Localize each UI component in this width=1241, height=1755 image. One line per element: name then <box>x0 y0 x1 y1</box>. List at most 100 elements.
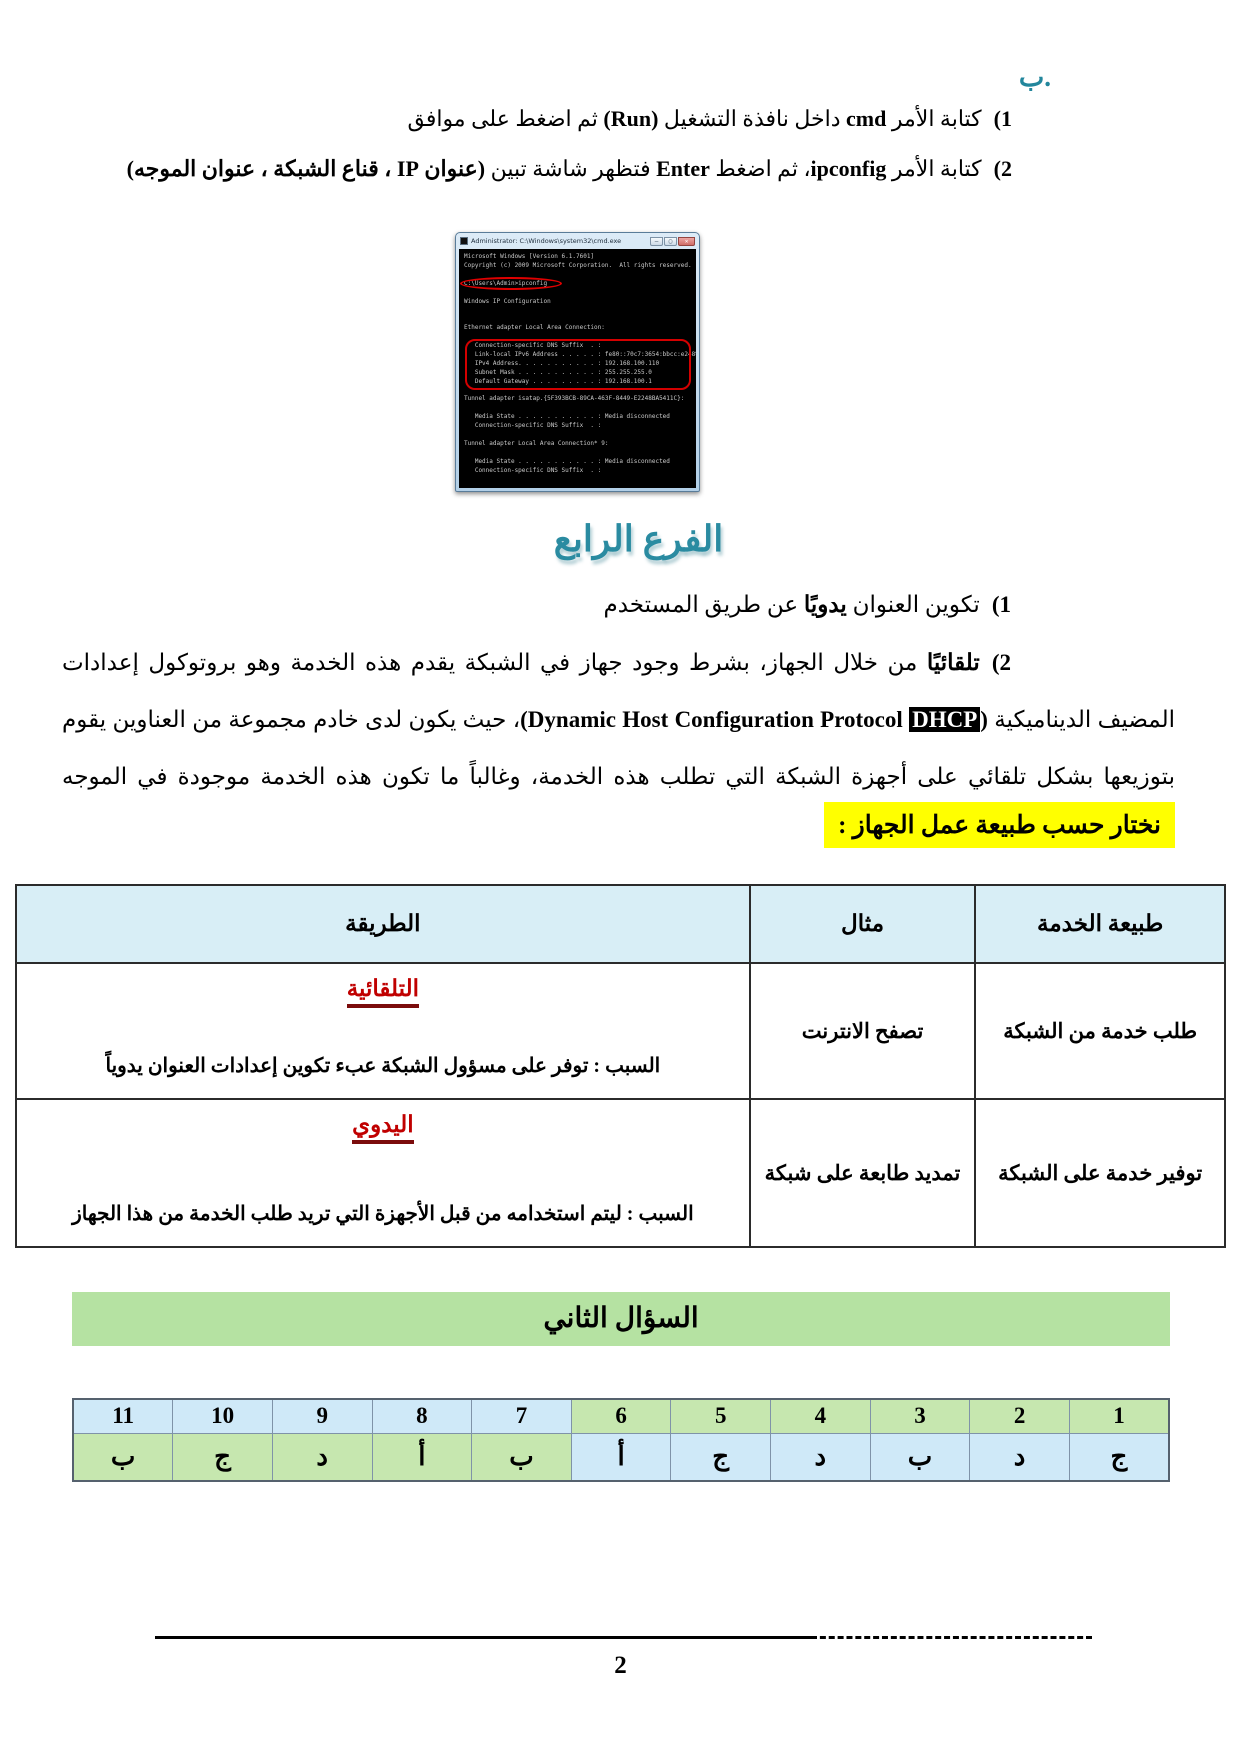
nature-cell: طلب خدمة من الشبكة <box>974 962 1226 1100</box>
item-text: ، حيث يكون لدى خادم مجموعة من العناوين ي… <box>62 707 1175 789</box>
cmd-line: Media State . . . . . . . . . . . : Medi… <box>464 457 670 465</box>
example-cell: تمديد طابعة على شبكة <box>748 1098 977 1248</box>
cmd-line: Microsoft Windows [Version 6.1.7601] <box>464 253 595 260</box>
automatic-config-paragraph: (2 تلقائيًا من خلال الجهاز، بشرط وجود جها… <box>62 634 1175 862</box>
service-table: طبيعة الخدمة مثال الطريقة طلب خدمة من ال… <box>15 884 1226 1248</box>
cmd-line <box>464 404 691 413</box>
answer-letter: د <box>271 1432 373 1482</box>
maximize-icon: ▢ <box>664 236 677 246</box>
example-cell: تصفح الانترنت <box>748 962 977 1100</box>
answer-number: 3 <box>869 1398 971 1434</box>
col-header-example: مثال <box>748 884 977 964</box>
divider-solid <box>155 1636 811 1639</box>
code-run: (Run) <box>603 106 659 131</box>
cmd-line: Subnet Mask . . . . . . . . . . . : 255.… <box>464 368 652 376</box>
divider-dashed <box>810 1636 1092 1639</box>
step-text: كتابة الأمر <box>886 106 982 131</box>
red-box-annotation <box>465 339 691 390</box>
method-cell: التلقائية السبب : توفر على مسؤول الشبكة … <box>15 962 751 1100</box>
cmd-titlebar: Administrator: C:\Windows\system32\cmd.e… <box>456 233 699 249</box>
item-text: من خلال الجهاز، بشرط وجود جهاز في الشبكة… <box>62 650 1175 732</box>
cmd-line: Ethernet adapter Local Area Connection: <box>464 324 605 332</box>
dhcp-highlight: DHCP <box>909 707 981 732</box>
cmd-line: Default Gateway . . . . . . . . . : 192.… <box>464 377 652 385</box>
cmd-line <box>464 449 691 458</box>
list-number: (1 <box>993 106 1012 131</box>
step-text-bold: (عنوان IP ، قناع الشبكة ، عنوان الموجه) <box>126 156 486 181</box>
method-cell: اليدوي السبب : ليتم استخدامه من قبل الأج… <box>15 1098 751 1248</box>
page-number: 2 <box>614 1652 627 1679</box>
reason-text: توفر على مسؤول الشبكة عبء تكوين إعدادات … <box>105 1055 594 1077</box>
table-row: طلب خدمة من الشبكة تصفح الانترنت التلقائ… <box>15 962 1226 1100</box>
col-header-nature: طبيعة الخدمة <box>974 884 1226 964</box>
cmd-line: Copyright (c) 2009 Microsoft Corporation… <box>464 261 692 269</box>
cmd-line <box>464 289 691 298</box>
nature-cell: توفير خدمة على الشبكة <box>974 1098 1226 1248</box>
item-text: عن طريق المستخدم <box>603 592 804 617</box>
method-title: التلقائية <box>346 976 419 1008</box>
cmd-line: IPv4 Address. . . . . . . . . . . : 192.… <box>464 359 660 367</box>
answer-letter: ب <box>869 1432 971 1482</box>
step-text: فتظهر شاشة تبين <box>485 156 657 181</box>
method-title: اليدوي <box>352 1112 414 1144</box>
answer-letters-row: ج د ب د ج أ ب أ د ج ب <box>72 1432 1170 1482</box>
method-reason: السبب : ليتم استخدامه من قبل الأجهزة الت… <box>72 1201 694 1226</box>
section-marker: ب. <box>1018 62 1051 92</box>
question-banner: السؤال الثاني <box>72 1292 1170 1346</box>
cmd-line: Media State . . . . . . . . . . . : Medi… <box>464 413 670 421</box>
close-icon: ✕ <box>678 236 695 246</box>
cmd-line: Connection-specific DNS Suffix . : <box>464 341 602 349</box>
answer-letter: ج <box>670 1432 771 1482</box>
minimize-icon: – <box>650 236 663 246</box>
cmd-line: Connection-specific DNS Suffix . : <box>464 466 602 474</box>
choose-heading: نختار حسب طبيعة عمل الجهاز : <box>824 802 1175 848</box>
step-item-2: (2 كتابة الأمر ipconfig، ثم اضغط Enter فت… <box>127 156 1012 182</box>
list-number: (2 <box>993 156 1012 181</box>
step-item-1: (1 كتابة الأمر cmd داخل نافذة التشغيل (Ru… <box>407 106 1012 132</box>
step-text: ثم اضغط على موافق <box>407 106 604 131</box>
item-text-bold: يدويًا <box>803 592 847 617</box>
answer-letter: د <box>969 1432 1070 1482</box>
service-table-header-row: طبيعة الخدمة مثال الطريقة <box>15 884 1226 964</box>
red-circle-annotation <box>460 277 562 290</box>
cmd-icon <box>460 237 468 245</box>
cmd-window-screenshot: Administrator: C:\Windows\system32\cmd.e… <box>455 232 700 492</box>
cmd-line: Windows IP Configuration <box>464 297 551 305</box>
cmd-output: Microsoft Windows [Version 6.1.7601] Cop… <box>459 249 696 488</box>
answer-number: 10 <box>172 1398 273 1434</box>
answer-letter: ج <box>1068 1432 1170 1482</box>
step-text: داخل نافذة التشغيل <box>658 106 847 131</box>
code-cmd: cmd <box>846 106 887 131</box>
col-header-method: الطريقة <box>15 884 751 964</box>
cmd-line: Link-local IPv6 Address . . . . . : fe80… <box>464 350 696 358</box>
reason-label: السبب : <box>626 1203 694 1225</box>
item-text-bold: تلقائيًا <box>926 650 980 675</box>
answer-table: 1 2 3 4 5 6 7 8 9 10 11 ج د ب د ج أ ب أ … <box>72 1398 1170 1482</box>
cmd-line <box>464 431 691 440</box>
protocol-name: (Dynamic Host Configuration Protocol <box>527 707 988 732</box>
list-number: (2 <box>991 650 1011 675</box>
answer-number: 8 <box>371 1398 473 1434</box>
answer-number: 6 <box>570 1398 672 1434</box>
cmd-line <box>464 315 691 324</box>
window-controls: – ▢ ✕ <box>650 236 695 246</box>
manual-config-item: (1 تكوين العنوان يدويًا عن طريق المستخدم <box>603 592 1011 618</box>
cmd-line: Connection-specific DNS Suffix . : <box>464 422 602 430</box>
answer-letter: ب <box>471 1432 572 1482</box>
answer-number: 1 <box>1068 1398 1170 1434</box>
answer-number: 5 <box>670 1398 771 1434</box>
table-row: توفير خدمة على الشبكة تمديد طابعة على شب… <box>15 1098 1226 1248</box>
cmd-line: Tunnel adapter isatap.{5F393BCB-89CA-463… <box>464 395 685 403</box>
answer-numbers-row: 1 2 3 4 5 6 7 8 9 10 11 <box>72 1398 1170 1434</box>
answer-number: 7 <box>471 1398 572 1434</box>
cmd-line <box>464 306 691 315</box>
code-ipconfig: ipconfig <box>810 156 887 181</box>
answer-letter: ب <box>72 1432 174 1482</box>
answer-number: 2 <box>969 1398 1070 1434</box>
section-title: الفرع الرابع <box>553 519 724 559</box>
protocol-paren: ) <box>520 707 528 732</box>
cmd-window-title: Administrator: C:\Windows\system32\cmd.e… <box>471 237 622 245</box>
answer-letter: أ <box>570 1432 672 1482</box>
list-number: (1 <box>991 592 1011 617</box>
